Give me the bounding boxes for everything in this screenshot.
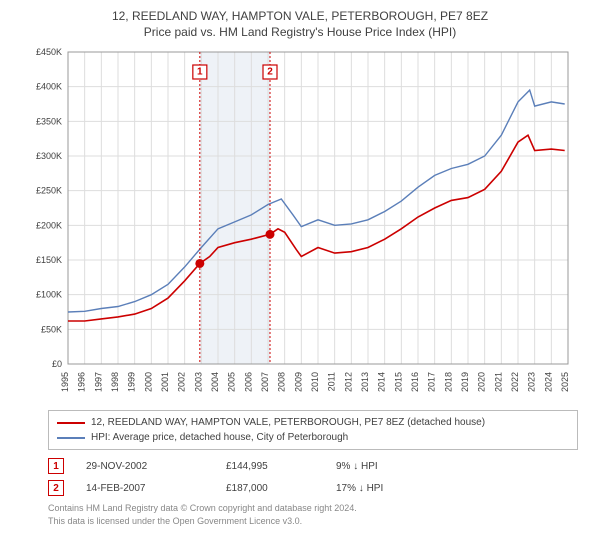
legend-swatch <box>57 422 85 424</box>
svg-text:2017: 2017 <box>427 372 437 392</box>
svg-text:2020: 2020 <box>477 372 487 392</box>
svg-text:1999: 1999 <box>127 372 137 392</box>
sale-price: £144,995 <box>226 461 336 472</box>
svg-text:2005: 2005 <box>227 372 237 392</box>
sale-price: £187,000 <box>226 483 336 494</box>
svg-text:£300K: £300K <box>36 151 62 161</box>
svg-text:£100K: £100K <box>36 290 62 300</box>
svg-text:1997: 1997 <box>93 372 103 392</box>
svg-text:2018: 2018 <box>443 372 453 392</box>
sale-marker-2 <box>266 231 274 239</box>
sale-hpi-diff: 17% ↓ HPI <box>336 483 466 494</box>
svg-text:2013: 2013 <box>360 372 370 392</box>
svg-text:2010: 2010 <box>310 372 320 392</box>
legend-item: 12, REEDLAND WAY, HAMPTON VALE, PETERBOR… <box>57 415 569 430</box>
legend-label: HPI: Average price, detached house, City… <box>91 430 348 445</box>
svg-text:1996: 1996 <box>77 372 87 392</box>
svg-text:£50K: £50K <box>41 325 62 335</box>
footer-line-2: This data is licensed under the Open Gov… <box>48 515 578 527</box>
svg-text:1: 1 <box>197 67 203 78</box>
sales-row: 1 29-NOV-2002£144,9959% ↓ HPI <box>48 458 578 474</box>
svg-text:£450K: £450K <box>36 47 62 57</box>
svg-text:2015: 2015 <box>393 372 403 392</box>
svg-text:2003: 2003 <box>193 372 203 392</box>
svg-text:£0: £0 <box>52 359 62 369</box>
svg-text:2009: 2009 <box>293 372 303 392</box>
svg-text:2006: 2006 <box>243 372 253 392</box>
sales-table: 1 29-NOV-2002£144,9959% ↓ HPI 2 14-FEB-2007… <box>48 458 578 496</box>
chart-area: £0 £50K £100K £150K £200K £250K £300K £350K £400… <box>20 44 580 404</box>
title-line-1: 12, REEDLAND WAY, HAMPTON VALE, PETERBOR… <box>8 8 592 24</box>
sale-hpi-diff: 9% ↓ HPI <box>336 461 466 472</box>
sale-date: 14-FEB-2007 <box>86 483 226 494</box>
legend: 12, REEDLAND WAY, HAMPTON VALE, PETERBOR… <box>48 410 578 450</box>
svg-text:2012: 2012 <box>343 372 353 392</box>
svg-text:2025: 2025 <box>560 372 570 392</box>
svg-text:£400K: £400K <box>36 82 62 92</box>
svg-text:2016: 2016 <box>410 372 420 392</box>
svg-text:£250K: £250K <box>36 186 62 196</box>
sale-badge: 1 <box>48 458 64 474</box>
svg-text:£350K: £350K <box>36 117 62 127</box>
line-chart-svg: £0 £50K £100K £150K £200K £250K £300K £350K £400… <box>20 44 580 404</box>
svg-text:2000: 2000 <box>143 372 153 392</box>
chart-container: 12, REEDLAND WAY, HAMPTON VALE, PETERBOR… <box>0 0 600 560</box>
svg-text:2014: 2014 <box>377 372 387 392</box>
svg-text:2001: 2001 <box>160 372 170 392</box>
svg-text:2: 2 <box>267 67 273 78</box>
svg-text:2002: 2002 <box>177 372 187 392</box>
svg-text:1998: 1998 <box>110 372 120 392</box>
legend-label: 12, REEDLAND WAY, HAMPTON VALE, PETERBOR… <box>91 415 485 430</box>
svg-text:2008: 2008 <box>277 372 287 392</box>
sale-marker-1 <box>196 260 204 268</box>
svg-text:1995: 1995 <box>60 372 70 392</box>
svg-text:2022: 2022 <box>510 372 520 392</box>
footer-line-1: Contains HM Land Registry data © Crown c… <box>48 502 578 514</box>
svg-text:2007: 2007 <box>260 372 270 392</box>
svg-text:2024: 2024 <box>543 372 553 392</box>
svg-text:£150K: £150K <box>36 255 62 265</box>
svg-text:2004: 2004 <box>210 372 220 392</box>
footer-attribution: Contains HM Land Registry data © Crown c… <box>48 502 578 526</box>
sale-badge: 2 <box>48 480 64 496</box>
legend-swatch <box>57 437 85 439</box>
svg-text:2011: 2011 <box>327 372 337 391</box>
legend-item: HPI: Average price, detached house, City… <box>57 430 569 445</box>
svg-text:2023: 2023 <box>527 372 537 392</box>
sales-row: 2 14-FEB-2007£187,00017% ↓ HPI <box>48 480 578 496</box>
svg-text:2019: 2019 <box>460 372 470 392</box>
svg-text:2021: 2021 <box>493 372 503 392</box>
chart-title: 12, REEDLAND WAY, HAMPTON VALE, PETERBOR… <box>8 8 592 40</box>
svg-text:£200K: £200K <box>36 221 62 231</box>
title-line-2: Price paid vs. HM Land Registry's House … <box>8 24 592 40</box>
sale-date: 29-NOV-2002 <box>86 461 226 472</box>
